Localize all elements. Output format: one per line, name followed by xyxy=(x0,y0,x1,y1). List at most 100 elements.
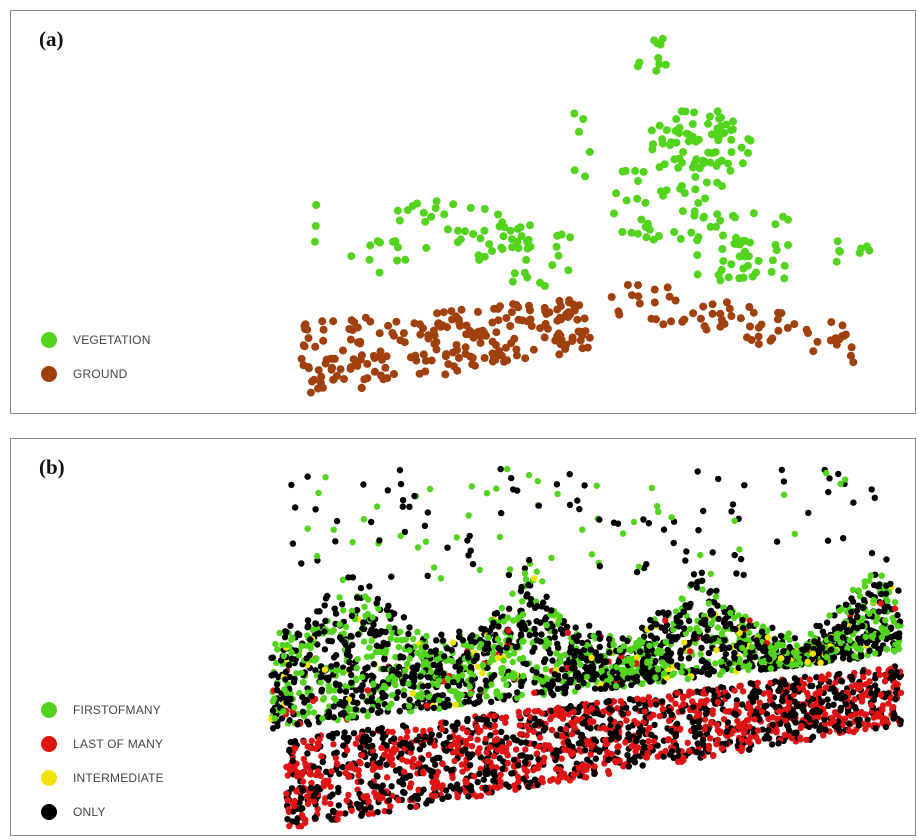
vegetation-point xyxy=(485,240,494,249)
only-point xyxy=(805,509,812,517)
only-point xyxy=(664,646,671,654)
only-point xyxy=(677,655,685,662)
only-point xyxy=(487,732,494,739)
lastofmany-point xyxy=(552,711,559,718)
firstofmany-point xyxy=(444,675,451,682)
vegetation-point xyxy=(677,182,686,190)
vegetation-point xyxy=(738,237,747,246)
lastofmany-point xyxy=(818,676,825,683)
lastofmany-point xyxy=(431,742,438,749)
ground-point xyxy=(525,301,533,310)
vegetation-point xyxy=(517,232,526,241)
firstofmany-point xyxy=(500,675,507,683)
only-point xyxy=(595,630,602,637)
ground-point xyxy=(400,338,409,347)
lastofmany-point xyxy=(879,706,886,713)
firstofmany-point xyxy=(493,485,500,492)
ground-point xyxy=(444,360,453,369)
vegetation-point xyxy=(508,277,517,286)
lastofmany-point xyxy=(502,719,509,726)
only-point xyxy=(739,701,746,708)
lastofmany-point xyxy=(591,763,598,770)
ground-point xyxy=(318,317,327,326)
lastofmany-point xyxy=(475,749,482,757)
only-point xyxy=(522,739,529,746)
ground-point xyxy=(521,354,530,363)
firstofmany-point xyxy=(453,534,460,541)
only-point xyxy=(437,665,444,673)
firstofmany-point xyxy=(310,709,318,716)
vegetation-point xyxy=(461,227,469,236)
vegetation-point xyxy=(312,201,321,209)
ground-point xyxy=(384,321,393,330)
vegetation-point xyxy=(610,209,618,218)
ground-point xyxy=(416,330,425,339)
only-point xyxy=(401,528,409,536)
firstofmany-point xyxy=(662,638,669,645)
lastofmany-point xyxy=(773,729,780,736)
only-point xyxy=(596,516,603,523)
only-point xyxy=(339,763,346,771)
panel-a: (a) VEGETATION GROUND xyxy=(10,10,916,414)
only-point xyxy=(439,692,446,699)
only-point xyxy=(304,617,312,624)
firstofmany-point xyxy=(476,566,483,574)
only-point xyxy=(440,741,447,748)
firstofmany-point xyxy=(878,624,885,631)
only-point xyxy=(394,689,402,696)
ground-point xyxy=(506,322,515,330)
firstofmany-point xyxy=(619,530,627,537)
only-point xyxy=(367,804,374,811)
firstofmany-point xyxy=(279,641,286,649)
vegetation-point xyxy=(693,270,702,279)
ground-point xyxy=(375,329,384,338)
firstofmany-point xyxy=(313,655,320,662)
only-point xyxy=(379,730,386,737)
only-point xyxy=(749,698,757,705)
vegetation-point xyxy=(454,226,462,235)
only-point xyxy=(733,697,740,704)
only-point xyxy=(406,696,413,703)
intermediate-point xyxy=(764,634,772,641)
firstofmany-point xyxy=(504,465,511,473)
only-point xyxy=(282,676,289,683)
firstofmany-point xyxy=(406,655,413,662)
firstofmany-point xyxy=(883,629,891,636)
ground-point xyxy=(773,315,782,324)
firstofmany-point xyxy=(890,618,897,625)
vegetation-point xyxy=(727,260,736,269)
only-point xyxy=(366,583,373,590)
lastofmany-point xyxy=(283,790,290,797)
ground-point xyxy=(754,332,763,341)
lastofmany-point xyxy=(293,788,301,795)
only-point xyxy=(576,703,583,711)
only-point xyxy=(867,690,875,697)
vegetation-point xyxy=(727,126,735,135)
intermediate-point xyxy=(817,659,824,666)
panel-b: (b) FIRSTOFMANY LAST OF MANY INTERMEDIAT… xyxy=(10,438,916,836)
firstofmany-point xyxy=(404,660,411,668)
only-point xyxy=(286,747,293,754)
vegetation-point xyxy=(431,204,440,212)
only-point xyxy=(542,656,549,663)
vegetation-point xyxy=(713,107,722,116)
only-point xyxy=(791,675,799,682)
only-point xyxy=(615,658,623,665)
lastofmany-point xyxy=(547,715,554,723)
only-point xyxy=(358,686,365,694)
only-point xyxy=(357,744,364,751)
ground-point xyxy=(419,350,428,359)
only-point xyxy=(645,520,652,527)
only-point xyxy=(366,736,373,744)
vegetation-point xyxy=(658,34,667,43)
only-point xyxy=(285,662,292,669)
only-point xyxy=(430,704,438,712)
firstofmany-point xyxy=(295,652,303,659)
lastofmany-point xyxy=(389,728,396,736)
only-point xyxy=(825,702,832,709)
firstofmany-point xyxy=(427,668,435,676)
lastofmany-point xyxy=(775,707,782,715)
lastofmany-point xyxy=(665,736,672,743)
only-point xyxy=(821,716,828,723)
firstofmany-point xyxy=(359,673,366,681)
